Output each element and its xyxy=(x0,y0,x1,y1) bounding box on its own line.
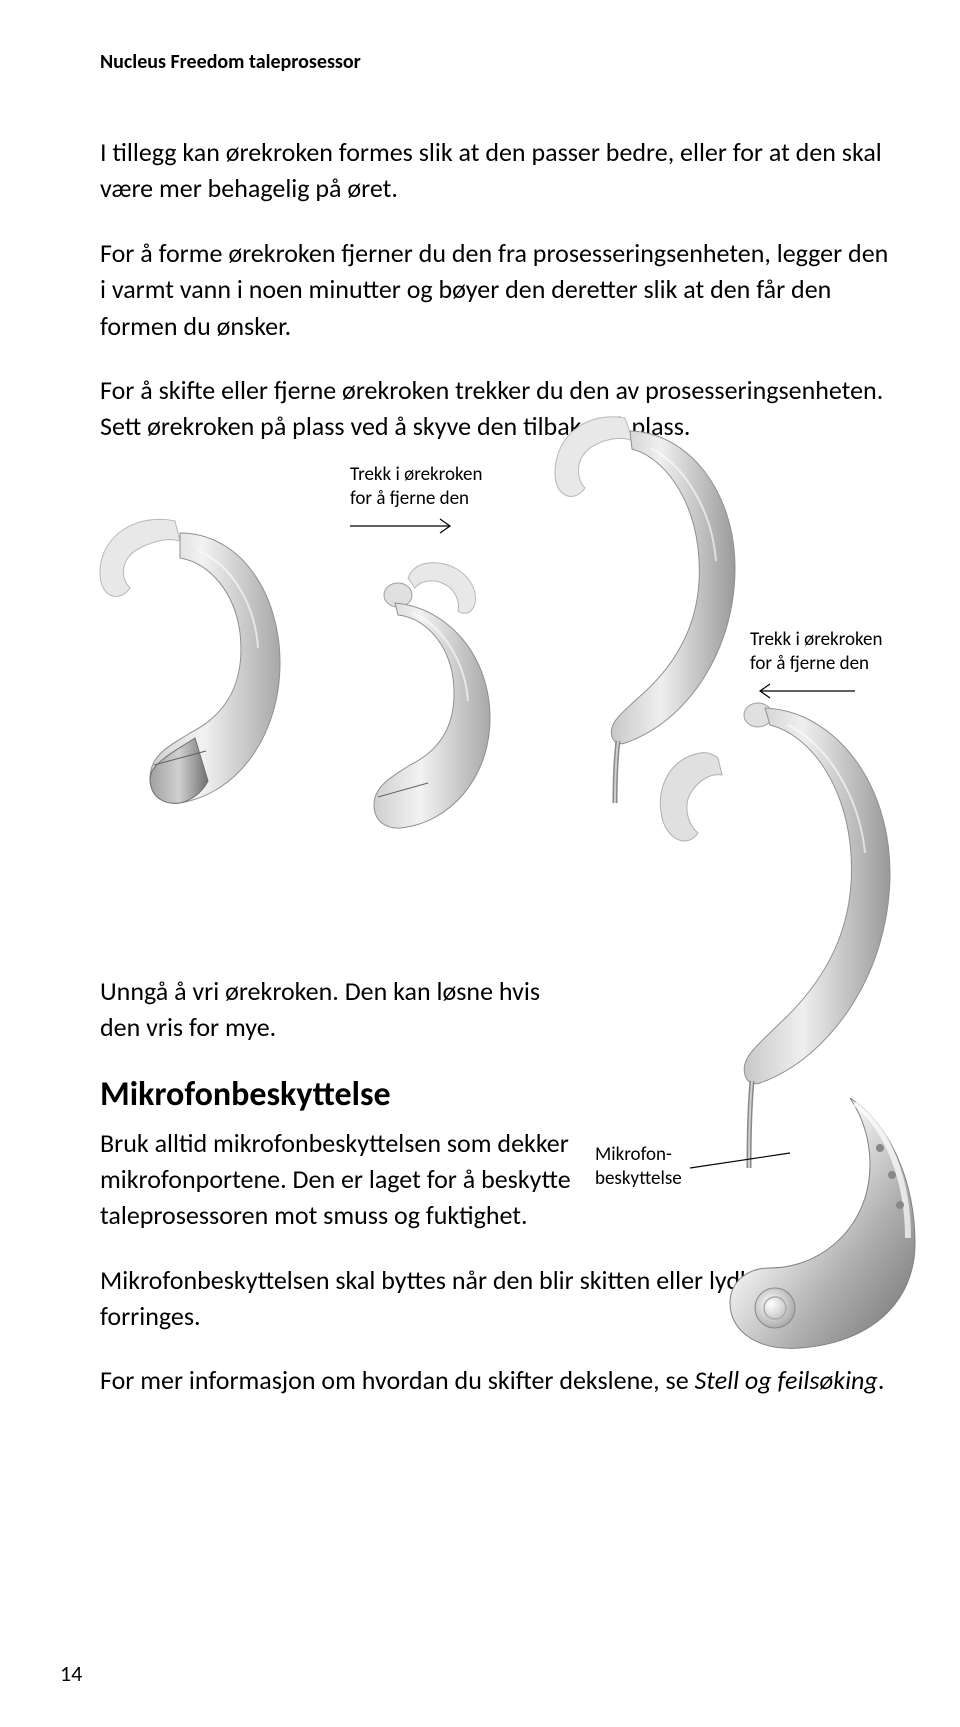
mic-section-title: Mikrofonbeskyttelse xyxy=(100,1074,580,1115)
caption-pull-1: Trekk i ørekroken for å fjerne den xyxy=(350,463,482,536)
page-header: Nucleus Freedom taleprosessor xyxy=(100,50,900,74)
mic-p3-c: . xyxy=(878,1364,885,1396)
caption-pull-1-line2: for å fjerne den xyxy=(350,487,469,510)
bottom-section: Unngå å vri ørekroken. Den kan løsne hvi… xyxy=(100,973,900,1399)
mic-p3-a: For mer informasjon om hvordan du skifte… xyxy=(100,1364,695,1396)
caption-pull-1-line1: Trekk i ørekroken xyxy=(350,463,482,486)
mic-p3-b: Stell og feilsøking xyxy=(695,1364,878,1396)
intro-paragraph-2: For å forme ørekroken fjerner du den fra… xyxy=(100,235,900,344)
twist-paragraph: Unngå å vri ørekroken. Den kan løsne hvi… xyxy=(100,973,580,1046)
arrow-right-icon xyxy=(350,516,460,536)
mic-paragraph-1: Bruk alltid mikrofonbeskyttelsen som dek… xyxy=(100,1125,580,1234)
caption-pull-2-line1: Trekk i ørekroken xyxy=(750,628,882,651)
illustration-zone: Trekk i ørekroken for å fjerne den xyxy=(100,473,900,953)
device-mic-cover xyxy=(720,1093,920,1358)
mic-paragraph-3: For mer informasjon om hvordan du skifte… xyxy=(100,1362,900,1398)
device-bte-attached xyxy=(80,503,310,818)
page-number: 14 xyxy=(60,1660,82,1687)
intro-paragraph-1: I tillegg kan ørekroken formes slik at d… xyxy=(100,134,900,207)
mic-label-line2: beskyttelse xyxy=(595,1167,682,1190)
mic-label-line1: Mikrofon- xyxy=(595,1143,672,1166)
mic-label: Mikrofon- beskyttelse xyxy=(595,1143,682,1192)
intro-paragraph-3: For å skifte eller fjerne ørekroken trek… xyxy=(100,372,900,445)
device-bte-detaching xyxy=(320,553,530,838)
